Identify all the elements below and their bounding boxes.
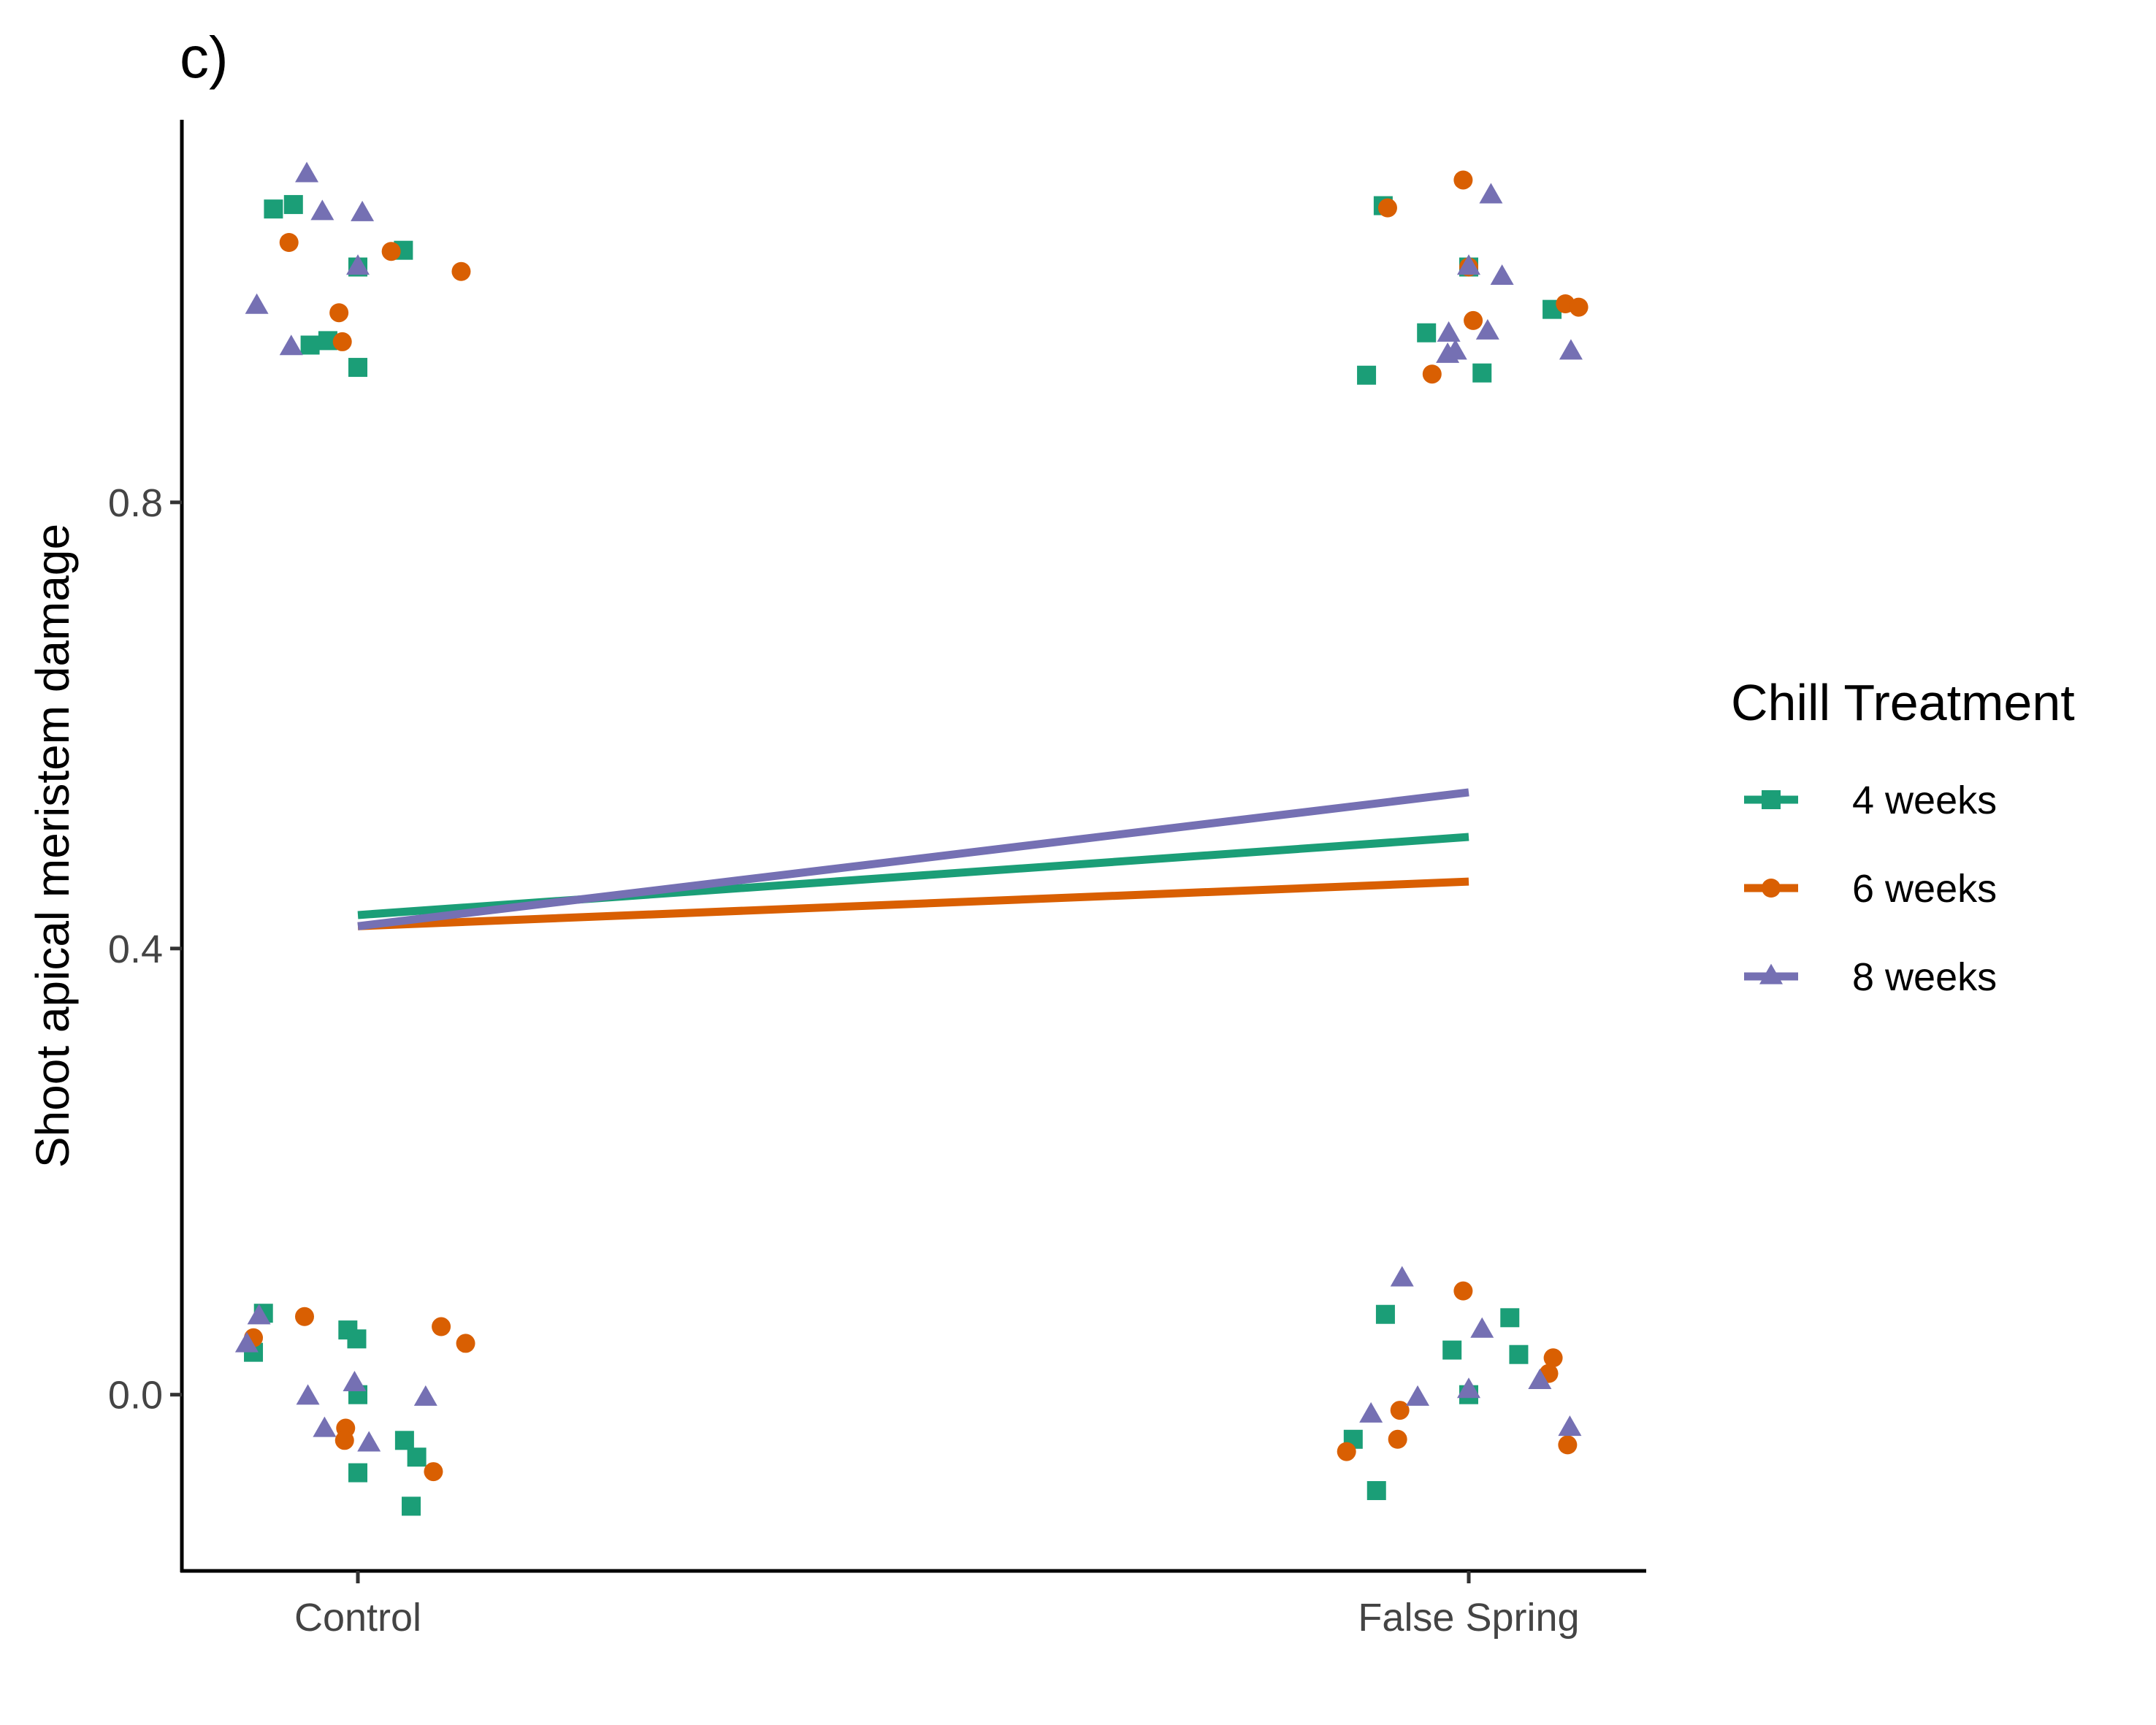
data-point	[1453, 170, 1473, 190]
data-point	[1453, 1281, 1473, 1301]
data-point	[1422, 364, 1442, 384]
data-point	[279, 233, 299, 253]
legend-title: Chill Treatment	[1731, 674, 2075, 731]
data-point	[413, 1385, 437, 1406]
legend-key-marker	[1759, 963, 1783, 984]
data-point	[1500, 1308, 1520, 1328]
data-point	[1559, 339, 1583, 360]
series-points-8-weeks	[234, 161, 1583, 1452]
legend-item: 4 weeks	[1744, 779, 1997, 822]
y-tick-label: 0.0	[108, 1374, 163, 1418]
data-point	[1558, 1435, 1578, 1455]
x-tick-label: Control	[294, 1596, 421, 1640]
data-point	[1569, 297, 1589, 317]
data-point	[424, 1462, 443, 1482]
data-point	[348, 358, 367, 378]
axes	[180, 120, 1646, 1573]
data-point	[1388, 1429, 1407, 1449]
data-point	[329, 303, 349, 323]
data-point	[351, 200, 375, 221]
data-point	[1464, 310, 1483, 330]
legend-label: 6 weeks	[1852, 867, 1997, 911]
data-point	[432, 1317, 451, 1336]
trend-line-8-weeks	[357, 788, 1469, 930]
data-point	[1475, 318, 1499, 340]
y-tick-label: 0.4	[108, 927, 163, 971]
data-point	[456, 1334, 475, 1353]
data-point	[1457, 254, 1480, 275]
data-point	[357, 1431, 381, 1452]
data-point	[343, 1371, 367, 1392]
axis-ticks: 0.0 0.4 0.8 Control False Spring	[108, 481, 1580, 1640]
data-point	[346, 254, 370, 275]
data-point	[1457, 1377, 1480, 1399]
x-tick-label: False Spring	[1358, 1596, 1579, 1640]
legend-label: 4 weeks	[1852, 779, 1997, 822]
data-point	[1490, 264, 1514, 285]
data-point	[394, 1431, 414, 1450]
data-point	[313, 1416, 337, 1437]
legend-item: 6 weeks	[1744, 867, 1997, 911]
data-point	[1359, 1401, 1383, 1423]
legend-label: 8 weeks	[1852, 955, 1997, 999]
legend-key-marker	[1762, 879, 1781, 898]
y-tick-label: 0.8	[108, 481, 163, 525]
data-point	[1437, 321, 1461, 342]
data-point	[1390, 1401, 1410, 1420]
data-point	[335, 1431, 354, 1450]
data-point	[407, 1447, 427, 1467]
data-point	[294, 1307, 314, 1326]
series-points-4-weeks	[244, 195, 1562, 1516]
data-point	[1375, 1304, 1395, 1324]
legend-key-marker	[1762, 790, 1781, 809]
data-point	[402, 1496, 421, 1516]
data-point	[283, 195, 303, 215]
data-point	[1558, 1415, 1582, 1437]
data-point	[1443, 339, 1467, 360]
data-point	[1528, 1369, 1552, 1390]
data-point	[279, 334, 303, 356]
data-point	[348, 1463, 367, 1483]
data-point	[1406, 1385, 1430, 1406]
data-point	[1479, 183, 1503, 204]
trend-line-6-weeks	[357, 877, 1469, 930]
data-point	[247, 1304, 271, 1325]
data-point	[1337, 1442, 1356, 1461]
data-point	[295, 161, 319, 183]
series-points-6-weeks	[244, 170, 1589, 1482]
data-point	[300, 335, 320, 355]
plot-area	[234, 161, 1589, 1516]
data-point	[310, 199, 335, 221]
data-point	[264, 199, 283, 219]
legend-item: 8 weeks	[1744, 955, 1997, 999]
data-point	[1366, 1481, 1386, 1501]
data-point	[332, 332, 352, 351]
data-point	[347, 1329, 367, 1349]
data-point	[1417, 323, 1437, 343]
data-point	[1390, 1266, 1414, 1287]
data-point	[1509, 1345, 1529, 1364]
data-point	[1543, 1348, 1563, 1368]
data-point	[451, 261, 471, 281]
data-point	[1470, 1317, 1494, 1338]
data-point	[296, 1384, 320, 1405]
legend: Chill Treatment 4 weeks 6 weeks 8 weeks	[1731, 674, 2075, 999]
data-point	[1377, 198, 1397, 218]
legend-items: 4 weeks 6 weeks 8 weeks	[1744, 779, 1997, 999]
data-point	[1357, 365, 1377, 385]
data-point	[1442, 1340, 1462, 1360]
data-point	[1472, 363, 1492, 383]
data-point	[234, 1331, 259, 1353]
y-axis-title: Shoot apical meristem damage	[26, 524, 79, 1168]
data-point	[245, 293, 269, 314]
data-point	[381, 242, 401, 261]
panel-label: c)	[180, 25, 229, 90]
